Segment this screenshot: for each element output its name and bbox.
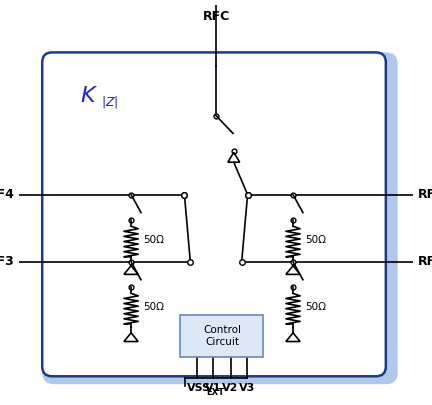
Text: 50Ω: 50Ω bbox=[305, 235, 326, 245]
Text: VSS: VSS bbox=[187, 383, 211, 393]
FancyBboxPatch shape bbox=[181, 315, 264, 356]
Text: RF1: RF1 bbox=[417, 188, 432, 201]
Text: $|Z|$: $|Z|$ bbox=[102, 94, 119, 110]
Text: V2: V2 bbox=[222, 383, 239, 393]
Text: 50Ω: 50Ω bbox=[143, 235, 164, 245]
FancyBboxPatch shape bbox=[42, 52, 398, 384]
Text: RF4: RF4 bbox=[0, 188, 15, 201]
Text: 50Ω: 50Ω bbox=[143, 302, 164, 312]
Text: 50Ω: 50Ω bbox=[305, 302, 326, 312]
Text: Control
Circuit: Control Circuit bbox=[203, 325, 241, 347]
Text: RF2: RF2 bbox=[417, 255, 432, 268]
Text: EXT: EXT bbox=[206, 388, 225, 397]
Text: V3: V3 bbox=[239, 383, 255, 393]
Text: $\mathit{K}$: $\mathit{K}$ bbox=[80, 86, 98, 106]
Text: RFC: RFC bbox=[202, 11, 230, 23]
Text: V1: V1 bbox=[205, 383, 222, 393]
FancyBboxPatch shape bbox=[42, 52, 386, 376]
Text: RF3: RF3 bbox=[0, 255, 15, 268]
